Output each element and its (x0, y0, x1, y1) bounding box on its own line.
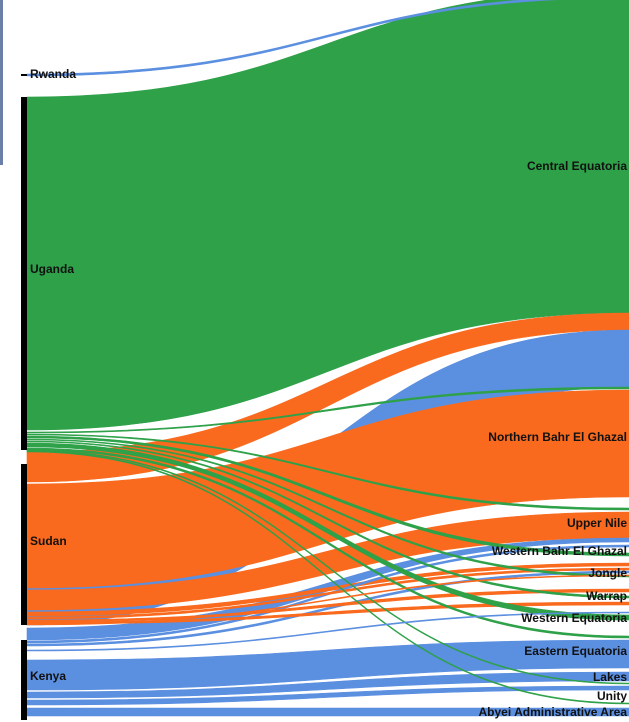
flow-sudan-jongle (26, 567, 629, 620)
flow-uganda-lakes (26, 449, 629, 685)
source-node-rwanda (21, 74, 27, 76)
target-label-eastern-equatoria: Eastern Equatoria (524, 644, 627, 658)
source-label-rwanda: Rwanda (30, 67, 76, 81)
target-label-western-bahr-el-ghazal: Western Bahr El Ghazal (492, 544, 627, 558)
target-label-lakes: Lakes (593, 670, 627, 684)
flow-uganda-jongle (26, 438, 629, 578)
flow-kenya-jongle (26, 570, 629, 647)
flow-sudan-weq (26, 601, 629, 625)
flow-rwanda-central (26, 0, 558, 77)
flow-kenya-weq-thin (26, 611, 629, 652)
source-label-kenya: Kenya (30, 669, 66, 683)
nodes-group (21, 74, 27, 720)
target-label-western-equatoria: Western Equatoria (521, 611, 627, 625)
flows-group (26, 0, 629, 717)
flow-kenya-lakes (26, 671, 629, 699)
flow-kenya-eeq (26, 639, 629, 691)
target-label-jongle: Jongle (588, 566, 627, 580)
flow-sudan-wbeg (26, 562, 629, 617)
labels-group: Rwanda Uganda Sudan Kenya Central Equato… (30, 67, 627, 719)
source-node-sudan (21, 464, 27, 625)
flow-uganda-weq (26, 442, 629, 621)
flow-uganda-central (26, 0, 629, 431)
target-label-northern-bahr-el-ghazal: Northern Bahr El Ghazal (488, 430, 627, 444)
target-label-central-equatoria: Central Equatoria (527, 159, 627, 173)
source-node-uganda (21, 97, 27, 450)
source-node-kenya (21, 640, 27, 720)
flow-kenya-abyei (26, 707, 629, 717)
flow-uganda-warrap (26, 440, 629, 599)
source-label-sudan: Sudan (30, 534, 67, 548)
flow-sudan-nbeg (26, 389, 629, 589)
target-label-unity: Unity (597, 689, 627, 703)
flow-sudan-upper (26, 511, 629, 611)
flow-sudan-lakes-thin (26, 574, 629, 626)
target-label-upper-nile: Upper Nile (567, 516, 627, 530)
flow-uganda-nbeg-thin (26, 386, 629, 434)
left-edge-line (0, 0, 3, 165)
target-label-warrap: Warrap (586, 589, 627, 603)
target-label-abyei-administrative-area: Abyei Administrative Area (479, 705, 628, 719)
flow-kenya-unity (26, 685, 629, 706)
flow-uganda-eeq (26, 447, 629, 639)
flow-uganda-wbeg (26, 435, 629, 557)
source-label-uganda: Uganda (30, 262, 74, 276)
flow-uganda-unity (26, 450, 629, 705)
